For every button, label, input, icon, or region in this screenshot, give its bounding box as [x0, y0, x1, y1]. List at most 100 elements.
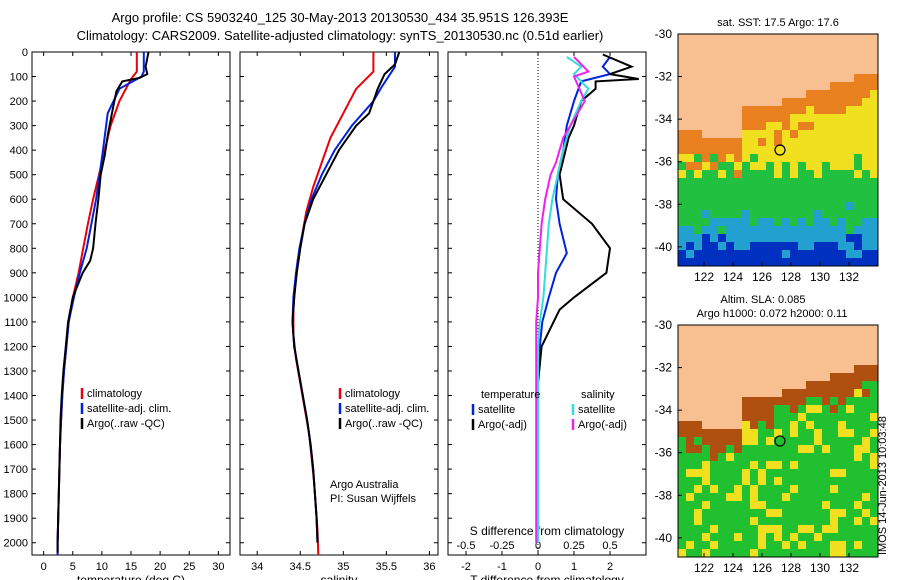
panel-frame — [31, 51, 231, 556]
legend-entry-salinity: Argo(-adj) — [578, 419, 627, 431]
map-title-line1: Altim. SLA: 0.085 — [721, 294, 806, 306]
x-tick-label: 30 — [212, 561, 224, 573]
y-tick-label: 500 — [10, 170, 28, 182]
map-x-tick-label: 122 — [694, 561, 714, 575]
map-x-tick-label: 126 — [752, 561, 772, 575]
series-line-temperature-satellite — [537, 56, 612, 543]
map-y-tick-label: -34 — [655, 403, 673, 417]
imos-timestamp-label: IMOS 14-Jun-2013 10:03:48 — [877, 416, 889, 555]
s-diff-tick-label: -0.25 — [489, 540, 514, 552]
x-axis-label: temperature (deg C) — [77, 573, 185, 580]
map-x-tick-label: 132 — [839, 561, 859, 575]
map-frame — [677, 324, 879, 558]
map-y-tick-label: -34 — [655, 112, 673, 126]
y-tick-label: 1600 — [4, 440, 28, 452]
y-tick-label: 1500 — [4, 415, 28, 427]
panel-frame — [239, 51, 439, 556]
x-axis-label: salinity — [321, 573, 358, 580]
argo-float-marker — [774, 144, 786, 156]
map-x-tick-label: 128 — [781, 561, 801, 575]
series-line-temperature-argo — [537, 53, 639, 543]
y-tick-label: 1900 — [4, 513, 28, 525]
legend-entry-temperature: satellite — [478, 404, 515, 416]
y-tick-label: 900 — [10, 268, 28, 280]
x-tick-label: 0 — [535, 561, 541, 573]
map-y-tick-label: -32 — [655, 70, 673, 84]
y-tick-label: 1000 — [4, 292, 28, 304]
y-tick-label: 1800 — [4, 489, 28, 501]
series-line-argo — [291, 51, 401, 543]
legend-entry: Argo(..raw -QC) — [345, 418, 423, 430]
x-tick-label: 15 — [125, 561, 137, 573]
map-y-tick-label: -36 — [655, 446, 673, 460]
map-frame — [677, 33, 879, 267]
x-tick-label: 35 — [337, 561, 349, 573]
profile-panel-3: -2 -1 0 1 2T difference from climatology -0.5… — [447, 51, 647, 580]
s-diff-tick-label: -0.5 — [457, 540, 476, 552]
map-y-tick-label: -32 — [655, 361, 673, 375]
map-title-line2: Argo h1000: 0.072 h2000: 0.11 — [697, 308, 848, 320]
y-tick-label: 600 — [10, 194, 28, 206]
y-tick-label: 1200 — [4, 341, 28, 353]
s-diff-axis-label: S difference from climatology — [470, 524, 625, 538]
s-diff-tick-label: 0.5 — [602, 540, 617, 552]
x-tick-label: 10 — [96, 561, 108, 573]
map-x-tick-label: 124 — [723, 561, 743, 575]
x-axis-label: T difference from climatology — [470, 573, 624, 580]
y-tick-label: 700 — [10, 219, 28, 231]
map-title: sat. SST: 17.5 Argo: 17.6 — [717, 17, 839, 29]
x-tick-label: 0 — [41, 561, 47, 573]
x-tick-label: 34 — [251, 561, 263, 573]
y-tick-label: 1400 — [4, 391, 28, 403]
map-y-tick-label: -40 — [655, 240, 673, 254]
legend-entry: climatology — [87, 388, 143, 400]
x-tick-label: 36 — [423, 561, 435, 573]
legend-title-temperature: temperature — [481, 389, 540, 401]
x-tick-label: 35.5 — [376, 561, 397, 573]
chart-title-line2: Climatology: CARS2009. Satellite-adjuste… — [76, 28, 604, 43]
y-tick-label: 1300 — [4, 366, 28, 378]
x-tick-label: -2 — [461, 561, 471, 573]
profile-panel-1: 0100200300400500600700800900100011001200… — [4, 47, 231, 580]
y-tick-label: 1700 — [4, 464, 28, 476]
argo-float-marker — [774, 435, 786, 447]
map-field — [678, 34, 878, 266]
map-y-tick-label: -30 — [655, 27, 673, 41]
legend-entry: satellite-adj. clim. — [87, 403, 171, 415]
y-tick-label: 200 — [10, 96, 28, 108]
x-tick-label: 1 — [571, 561, 577, 573]
series-line-argo — [56, 51, 150, 553]
legend-entry: satellite-adj. clim. — [345, 403, 429, 415]
pi-annotation: Argo Australia — [330, 479, 399, 491]
legend-entry-temperature: Argo(-adj) — [478, 419, 527, 431]
map-x-tick-label: 130 — [810, 270, 830, 284]
s-diff-tick-label: 0 — [535, 540, 541, 552]
x-tick-label: 2 — [607, 561, 613, 573]
map-x-tick-label: 130 — [810, 561, 830, 575]
y-tick-label: 100 — [10, 72, 28, 84]
x-tick-label: 34.5 — [290, 561, 311, 573]
map-y-tick-label: -30 — [655, 318, 673, 332]
y-tick-label: 800 — [10, 243, 28, 255]
map-y-tick-label: -36 — [655, 155, 673, 169]
y-tick-label: 2000 — [4, 538, 28, 550]
map-x-tick-label: 124 — [723, 270, 743, 284]
y-tick-label: 0 — [22, 47, 28, 59]
x-tick-label: 20 — [154, 561, 166, 573]
sst-map: -30 -32 -34 -36 -38 -40 122 124 126 128 130 132 sat.… — [655, 17, 879, 284]
map-x-tick-label: 128 — [781, 270, 801, 284]
legend-entry-salinity: satellite — [578, 404, 615, 416]
profile-panel-2: 34 34.5 35 35.5 36 salinity climatology satelli… — [239, 51, 439, 580]
map-field — [678, 325, 878, 557]
pi-annotation: PI: Susan Wijffels — [330, 493, 416, 505]
map-x-tick-label: 126 — [752, 270, 772, 284]
x-tick-label: 5 — [70, 561, 76, 573]
legend-title-salinity: salinity — [581, 389, 615, 401]
y-tick-label: 400 — [10, 145, 28, 157]
legend-entry: Argo(..raw -QC) — [87, 418, 165, 430]
map-x-tick-label: 122 — [694, 270, 714, 284]
x-tick-label: 25 — [183, 561, 195, 573]
series-line-salinity-salinity_argo — [535, 56, 591, 543]
y-tick-label: 1100 — [4, 317, 28, 329]
